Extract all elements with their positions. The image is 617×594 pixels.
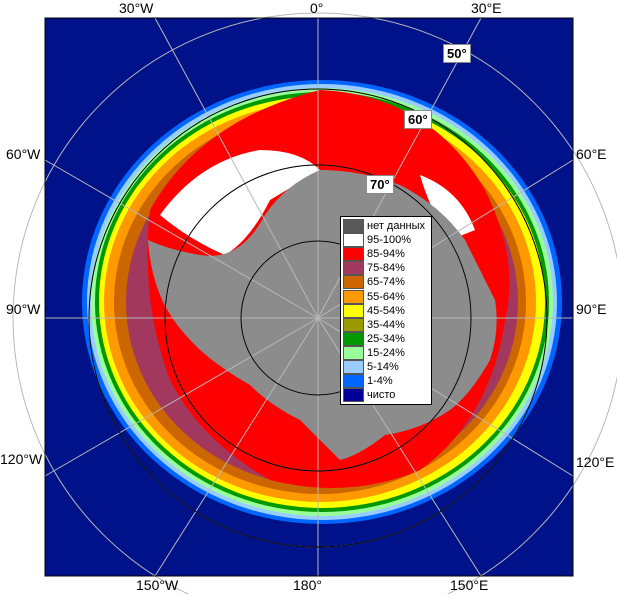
legend-swatch: [343, 233, 364, 248]
lon-label-0: 0°: [310, 0, 324, 16]
legend-item: 65-74%: [343, 275, 431, 290]
legend-item: 45-54%: [343, 303, 431, 318]
lon-label-90w: 90°W: [6, 301, 41, 317]
legend-swatch: [343, 219, 364, 234]
legend-label: нет данных: [367, 220, 426, 233]
lon-label-60e: 60°E: [576, 146, 607, 162]
legend-item: 25-34%: [343, 331, 431, 346]
lon-label-120w: 120°W: [0, 451, 43, 467]
lon-label-30e: 30°E: [471, 0, 502, 16]
legend-swatch: [343, 289, 364, 304]
ice-band-95-100-east: [420, 175, 475, 240]
legend-label: 35-44%: [367, 318, 405, 331]
legend-label: 75-84%: [367, 262, 405, 275]
legend-label: 5-14%: [367, 360, 399, 373]
legend-label: 85-94%: [367, 248, 405, 261]
legend-label: 95-100%: [367, 234, 412, 247]
lat-label-60: 60°: [404, 110, 432, 129]
legend-swatch: [343, 275, 364, 290]
legend-item: чисто: [343, 388, 431, 403]
lon-label-120e: 120°E: [576, 454, 615, 470]
legend-label: 45-54%: [367, 304, 405, 317]
ice-band-95-100-weddell: [160, 150, 320, 255]
lon-label-90e: 90°E: [576, 301, 607, 317]
map-frame: [44, 17, 574, 577]
legend-label: 15-24%: [367, 346, 405, 359]
lon-label-180: 180°: [293, 577, 322, 593]
legend-swatch: [343, 331, 364, 346]
legend-item: 35-44%: [343, 317, 431, 332]
legend-swatch: [343, 303, 364, 318]
lon-label-60w: 60°W: [6, 146, 41, 162]
legend-label: 1-4%: [367, 375, 393, 388]
legend-label: 25-34%: [367, 332, 405, 345]
legend-item: 75-84%: [343, 261, 431, 276]
legend-label: 65-74%: [367, 276, 405, 289]
lon-label-150w: 150°W: [136, 577, 179, 593]
legend-item: 55-64%: [343, 289, 431, 304]
legend-label: 55-64%: [367, 290, 405, 303]
lat-label-50: 50°: [443, 44, 471, 63]
legend-swatch: [343, 317, 364, 332]
legend-swatch: [343, 359, 364, 374]
legend-label: чисто: [367, 389, 396, 402]
legend-swatch: [343, 247, 364, 262]
legend-swatch: [343, 374, 364, 389]
legend-swatch: [343, 388, 364, 403]
lon-label-150e: 150°E: [450, 577, 489, 593]
legend-item: нет данных: [343, 219, 431, 234]
legend-item: 1-4%: [343, 374, 431, 389]
legend: нет данных 95-100% 85-94% 75-84% 65-74% 55-64…: [340, 216, 432, 406]
legend-swatch: [343, 261, 364, 276]
legend-item: 85-94%: [343, 247, 431, 262]
lon-label-30w: 30°W: [119, 0, 154, 16]
legend-swatch: [343, 345, 364, 360]
legend-item: 5-14%: [343, 359, 431, 374]
lat-label-70: 70°: [366, 175, 394, 194]
latitude-circles: [88, 88, 548, 548]
legend-item: 15-24%: [343, 345, 431, 360]
legend-item: 95-100%: [343, 233, 431, 248]
